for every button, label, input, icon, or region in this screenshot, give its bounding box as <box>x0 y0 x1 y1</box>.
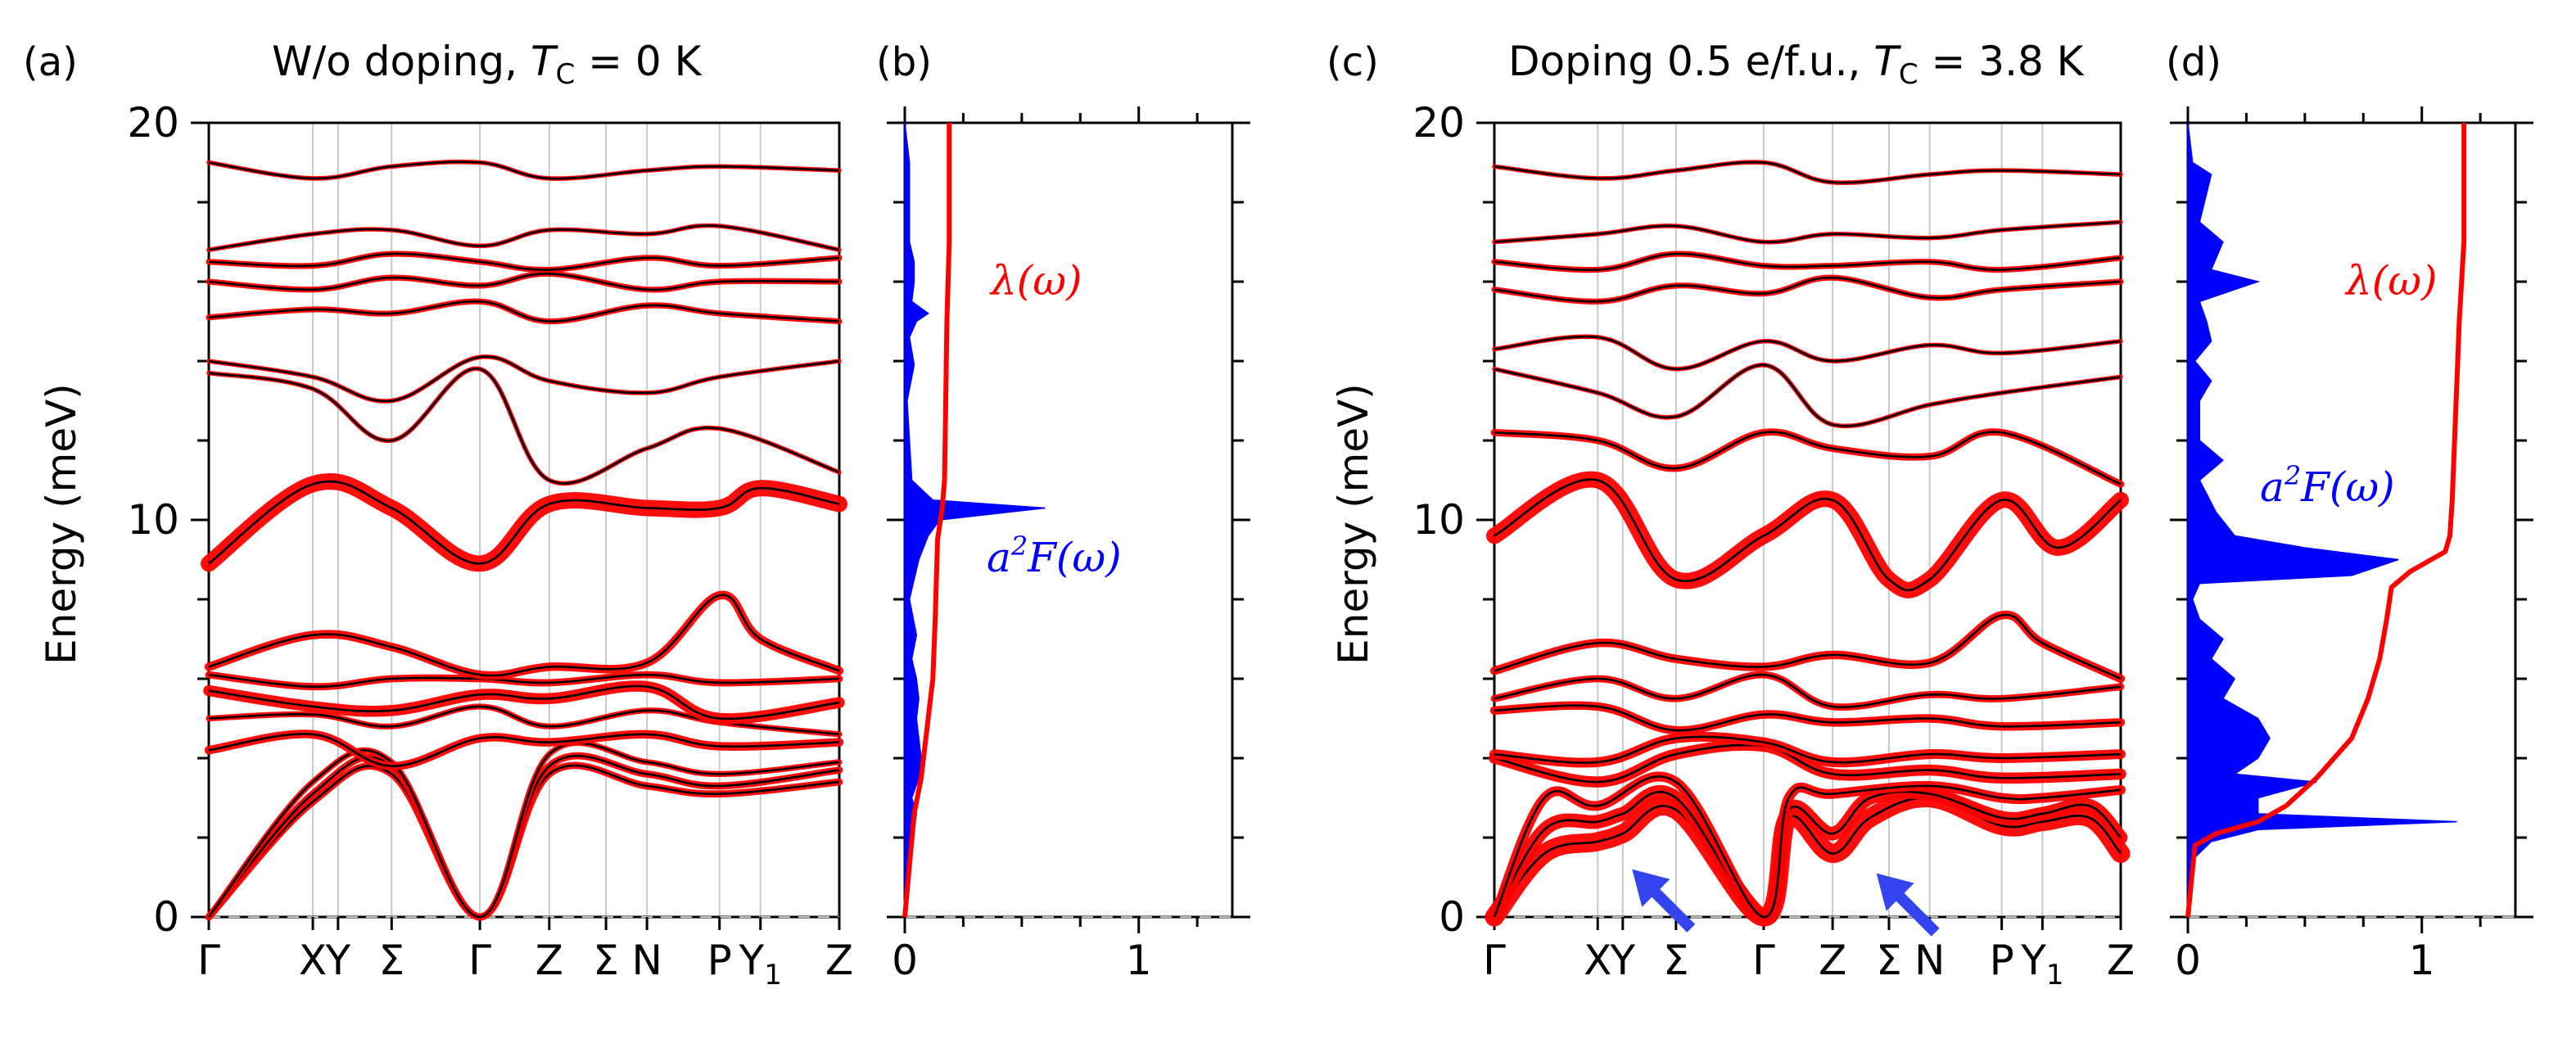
kpoint-label: Γ <box>1752 937 1775 984</box>
kpoint-label: P <box>707 937 732 984</box>
eph-weight-band-14 <box>206 251 843 273</box>
kpoint-label: Z <box>825 937 853 984</box>
kpoint-label: X <box>299 937 327 984</box>
kpoint-label: Σ <box>1876 937 1902 984</box>
eph-weight-band-8 <box>204 590 844 680</box>
phonon-band-12 <box>208 300 840 323</box>
phonon-band-12 <box>1494 335 2122 371</box>
title-c: Doping 0.5 e/f.u., TC = 3.8 K <box>1508 38 2085 91</box>
eph-weight-band-4 <box>204 730 844 770</box>
kpoint-label: P <box>1990 937 2014 984</box>
a2f-label-d: a2F(ω) <box>2260 460 2395 511</box>
y-tick-label: 20 <box>127 99 179 147</box>
kpoint-label: Γ <box>197 937 220 984</box>
eph-weight-band-12 <box>206 298 843 325</box>
phonon-band-4 <box>1494 743 2122 784</box>
phonon-band-6 <box>208 684 840 720</box>
phonon-band-9 <box>208 480 840 565</box>
phonon-band-15 <box>1494 220 2122 243</box>
y-tick-label: 0 <box>1439 893 1465 941</box>
phonon-band-5 <box>1494 735 2122 764</box>
phonon-band-4 <box>208 733 840 768</box>
lambda-line <box>2185 123 2467 918</box>
y-axis-label-a: Energy (meV) <box>38 383 85 665</box>
y-tick-label: 0 <box>153 893 179 941</box>
panel-label-d: (d) <box>2166 39 2221 85</box>
kpoint-label: Z <box>1819 937 1846 984</box>
eph-weight-acoustic-2 <box>1487 784 2128 924</box>
phonon-band-11 <box>1494 364 2122 427</box>
phonon-band-9 <box>1494 478 2122 592</box>
kpoint-label: Y1 <box>739 937 782 992</box>
title-a: W/o doping, TC = 0 K <box>272 38 703 91</box>
lambda-line <box>902 123 952 918</box>
panel-label-a: (a) <box>23 39 78 85</box>
kpoint-label: Σ <box>1663 937 1689 984</box>
kpoint-label: Z <box>2107 937 2135 984</box>
eph-weight-band-11 <box>206 354 842 404</box>
lambda-label-b: λ(ω) <box>989 257 1082 305</box>
eph-weight-band-11 <box>1492 363 2123 429</box>
x-tick-label: 0 <box>2175 937 2201 984</box>
phonon-band-11 <box>208 355 840 403</box>
y-tick-label: 10 <box>1412 496 1465 544</box>
kpoint-label: Y1 <box>2020 937 2063 992</box>
x-tick-label: 0 <box>892 937 918 984</box>
x-tick-label: 1 <box>2409 937 2435 984</box>
phonon-band-13 <box>1494 276 2122 303</box>
phonon-band-10 <box>1494 431 2122 486</box>
eph-weight-band-8 <box>1489 610 2126 684</box>
phonon-band-8 <box>1494 613 2122 680</box>
phonon-band-10 <box>208 367 840 485</box>
a2f-area <box>904 122 1046 918</box>
kpoint-label: Z <box>536 937 563 984</box>
phonon-band-14 <box>1494 252 2122 271</box>
arrow-head <box>1632 869 1670 907</box>
panel-label-b: (b) <box>876 39 932 85</box>
kpoint-label: X <box>1584 937 1611 984</box>
phonon-band-7 <box>208 673 840 689</box>
arrow-head <box>1876 873 1914 911</box>
eph-weight-band-9 <box>1486 471 2129 599</box>
y-tick-label: 10 <box>127 496 179 544</box>
phonon-band-14 <box>208 252 840 271</box>
kpoint-label: Γ <box>1483 937 1506 984</box>
phonon-band-15 <box>208 224 840 251</box>
phonon-band-13 <box>208 272 840 291</box>
kpoint-label: Y <box>1610 937 1636 984</box>
kpoint-label: N <box>631 937 662 984</box>
eph-weight-acoustic-2 <box>205 752 843 921</box>
axes-frame-b <box>903 121 1234 919</box>
phonon-acoustic-2 <box>208 754 840 919</box>
y-axis-label-c: Energy (meV) <box>1330 383 1377 665</box>
phonon-band-7 <box>1494 673 2122 708</box>
kpoint-label: Σ <box>593 937 619 984</box>
eph-weight-band-7 <box>205 671 843 691</box>
kpoint-label: Y <box>325 937 351 984</box>
y-tick-label: 20 <box>1412 99 1465 147</box>
phonon-band-16 <box>1494 160 2122 184</box>
panel-label-c: (c) <box>1326 39 1379 85</box>
kpoint-label: Γ <box>468 937 491 984</box>
x-tick-label: 1 <box>1126 937 1152 984</box>
eph-weight-band-16 <box>206 159 842 181</box>
eph-weight-band-15 <box>1492 219 2123 245</box>
kpoint-label: N <box>1914 937 1945 984</box>
eph-weight-band-12 <box>1492 334 2123 372</box>
phonon-acoustic-3 <box>207 742 840 919</box>
phonon-band-6 <box>1494 704 2122 732</box>
a2f-area <box>2187 122 2457 918</box>
phonon-acoustic-3 <box>1493 775 2122 919</box>
kpoint-label: Σ <box>379 937 405 984</box>
phonon-band-16 <box>208 160 840 180</box>
lambda-label-d: λ(ω) <box>2344 257 2437 305</box>
phonon-band-8 <box>208 594 840 677</box>
eph-weight-band-16 <box>1492 160 2123 185</box>
a2f-label-b: a2F(ω) <box>987 531 1122 581</box>
